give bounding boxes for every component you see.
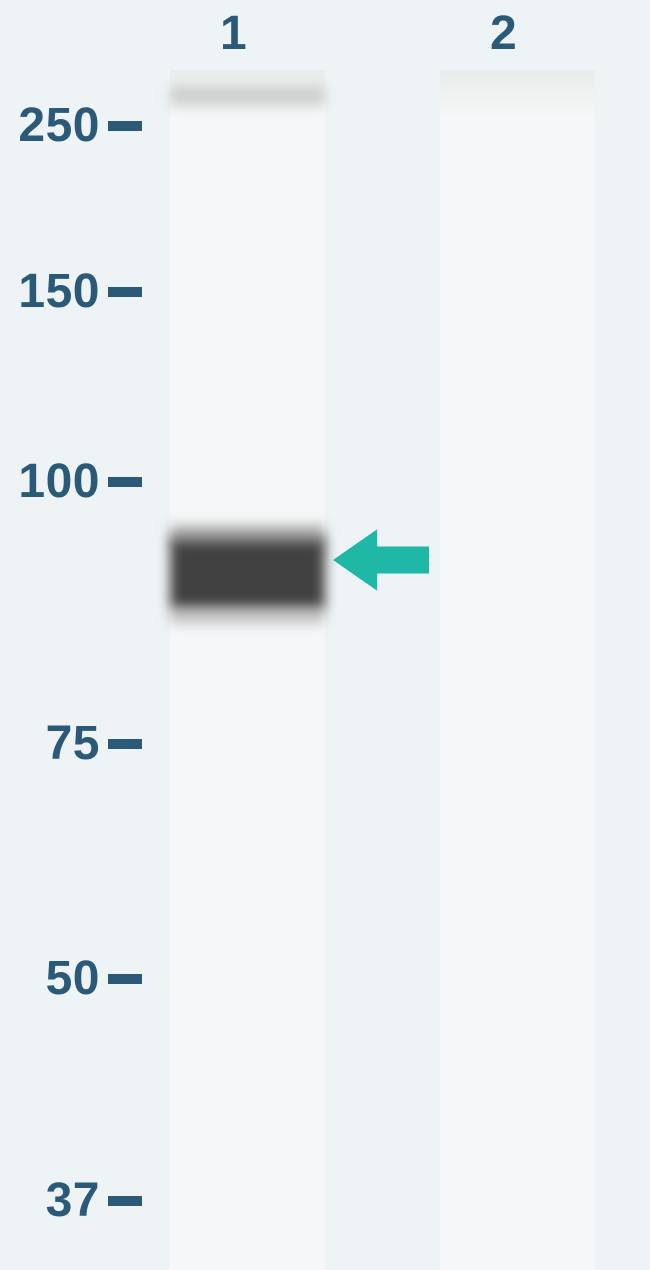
- mw-label: 250: [0, 98, 100, 153]
- mw-label: 150: [0, 264, 100, 319]
- mw-marker-row: 100: [0, 454, 142, 509]
- lane-header: 1: [220, 6, 247, 61]
- mw-tick: [108, 1196, 142, 1206]
- protein-band: [170, 538, 325, 608]
- mw-marker-row: 250: [0, 98, 142, 153]
- lane1: [170, 70, 325, 1270]
- mw-tick: [108, 974, 142, 984]
- mw-label: 50: [0, 951, 100, 1006]
- mw-marker-row: 150: [0, 264, 142, 319]
- protein-band: [170, 86, 325, 106]
- mw-tick: [108, 287, 142, 297]
- mw-label: 100: [0, 454, 100, 509]
- mw-tick: [108, 477, 142, 487]
- lane-header: 2: [490, 6, 517, 61]
- band-pointer-arrow: [333, 528, 429, 592]
- mw-tick: [108, 739, 142, 749]
- protein-band: [170, 525, 325, 545]
- mw-marker-row: 75: [0, 716, 142, 771]
- mw-label: 75: [0, 716, 100, 771]
- mw-label: 37: [0, 1173, 100, 1228]
- mw-marker-row: 50: [0, 951, 142, 1006]
- lane2: [440, 70, 595, 1270]
- protein-band: [170, 606, 325, 624]
- mw-marker-row: 37: [0, 1173, 142, 1228]
- mw-tick: [108, 121, 142, 131]
